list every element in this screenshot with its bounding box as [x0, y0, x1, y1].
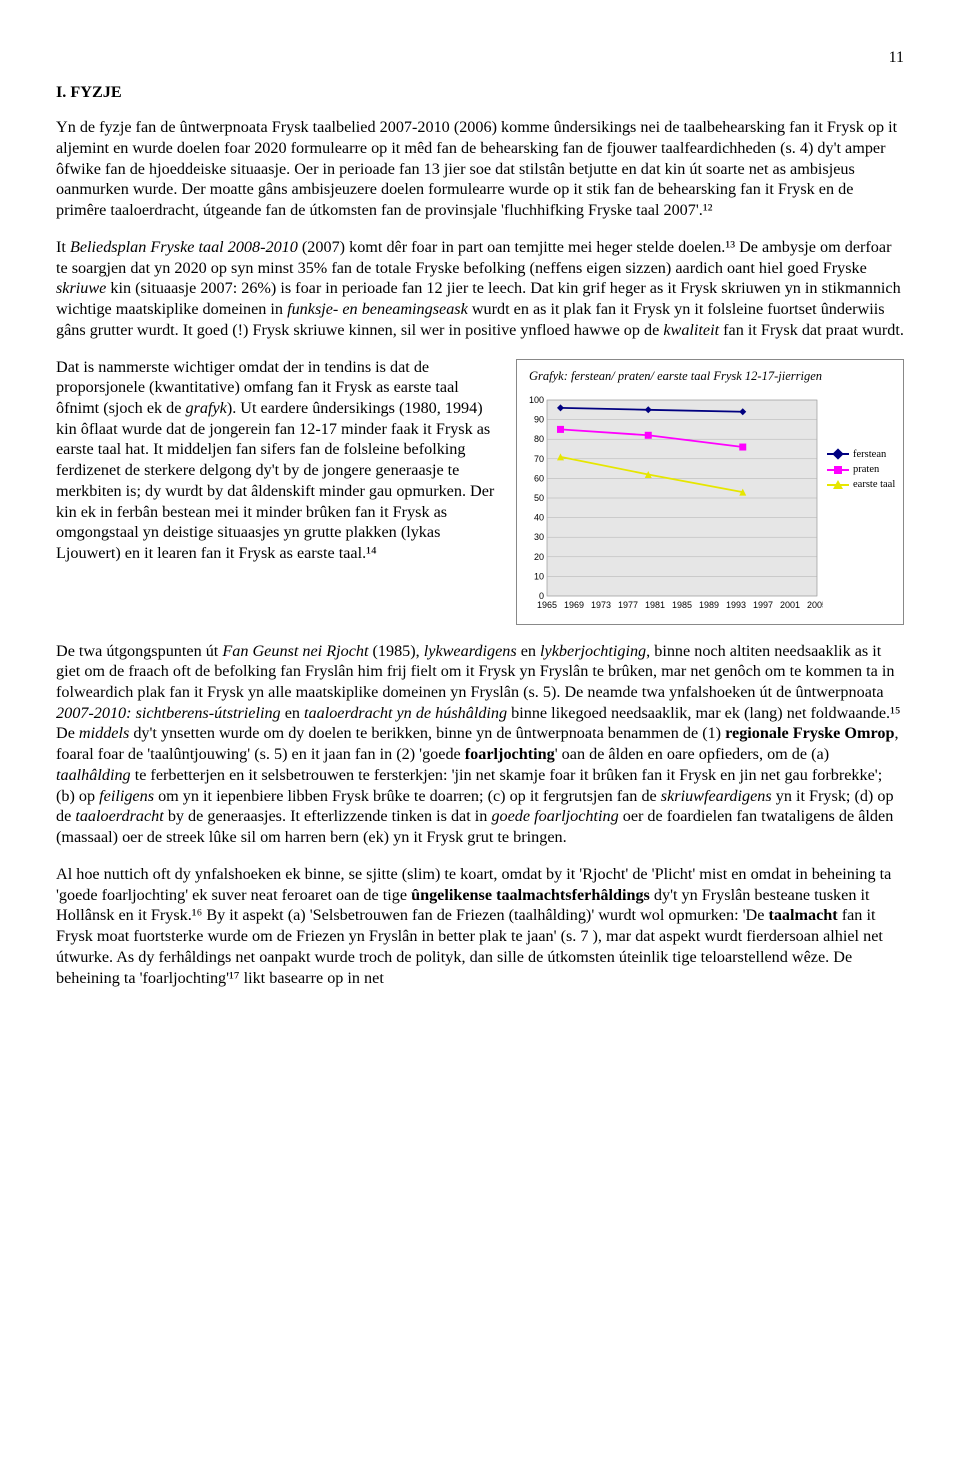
paragraph-2: It Beliedsplan Fryske taal 2008-2010 (20…: [56, 237, 904, 341]
paragraph-4: De twa útgongspunten út Fan Geunst nei R…: [56, 641, 904, 848]
paragraph-5: Al hoe nuttich oft dy ynfalshoeken ek bi…: [56, 864, 904, 988]
svg-text:1997: 1997: [753, 600, 773, 610]
svg-text:1989: 1989: [699, 600, 719, 610]
legend-item: earste taal: [827, 478, 895, 491]
svg-text:50: 50: [534, 493, 544, 503]
svg-text:1981: 1981: [645, 600, 665, 610]
svg-text:2005: 2005: [807, 600, 823, 610]
svg-text:60: 60: [534, 473, 544, 483]
svg-text:80: 80: [534, 434, 544, 444]
svg-text:20: 20: [534, 551, 544, 561]
svg-text:1969: 1969: [564, 600, 584, 610]
svg-text:90: 90: [534, 414, 544, 424]
legend-item: praten: [827, 463, 895, 476]
line-chart: 0102030405060708090100196519691973197719…: [523, 394, 823, 618]
svg-text:70: 70: [534, 453, 544, 463]
section-heading: I. FYZJE: [56, 82, 904, 103]
svg-text:1977: 1977: [618, 600, 638, 610]
svg-text:1965: 1965: [537, 600, 557, 610]
chart-legend: ferstean praten earste taal: [823, 394, 895, 618]
paragraph-3: Dat is nammerste wichtiger omdat der in …: [56, 357, 500, 564]
chart-title: Grafyk: ferstean/ praten/ earste taal Fr…: [523, 368, 897, 384]
legend-item: ferstean: [827, 448, 895, 461]
svg-text:10: 10: [534, 571, 544, 581]
svg-text:40: 40: [534, 512, 544, 522]
page-number: 11: [56, 48, 904, 68]
svg-text:2001: 2001: [780, 600, 800, 610]
svg-text:1993: 1993: [726, 600, 746, 610]
svg-text:100: 100: [529, 395, 544, 405]
chart-container: Grafyk: ferstean/ praten/ earste taal Fr…: [516, 359, 904, 625]
svg-text:1985: 1985: [672, 600, 692, 610]
svg-text:30: 30: [534, 532, 544, 542]
svg-text:1973: 1973: [591, 600, 611, 610]
paragraph-1: Yn de fyzje fan de ûntwerpnoata Frysk ta…: [56, 117, 904, 221]
